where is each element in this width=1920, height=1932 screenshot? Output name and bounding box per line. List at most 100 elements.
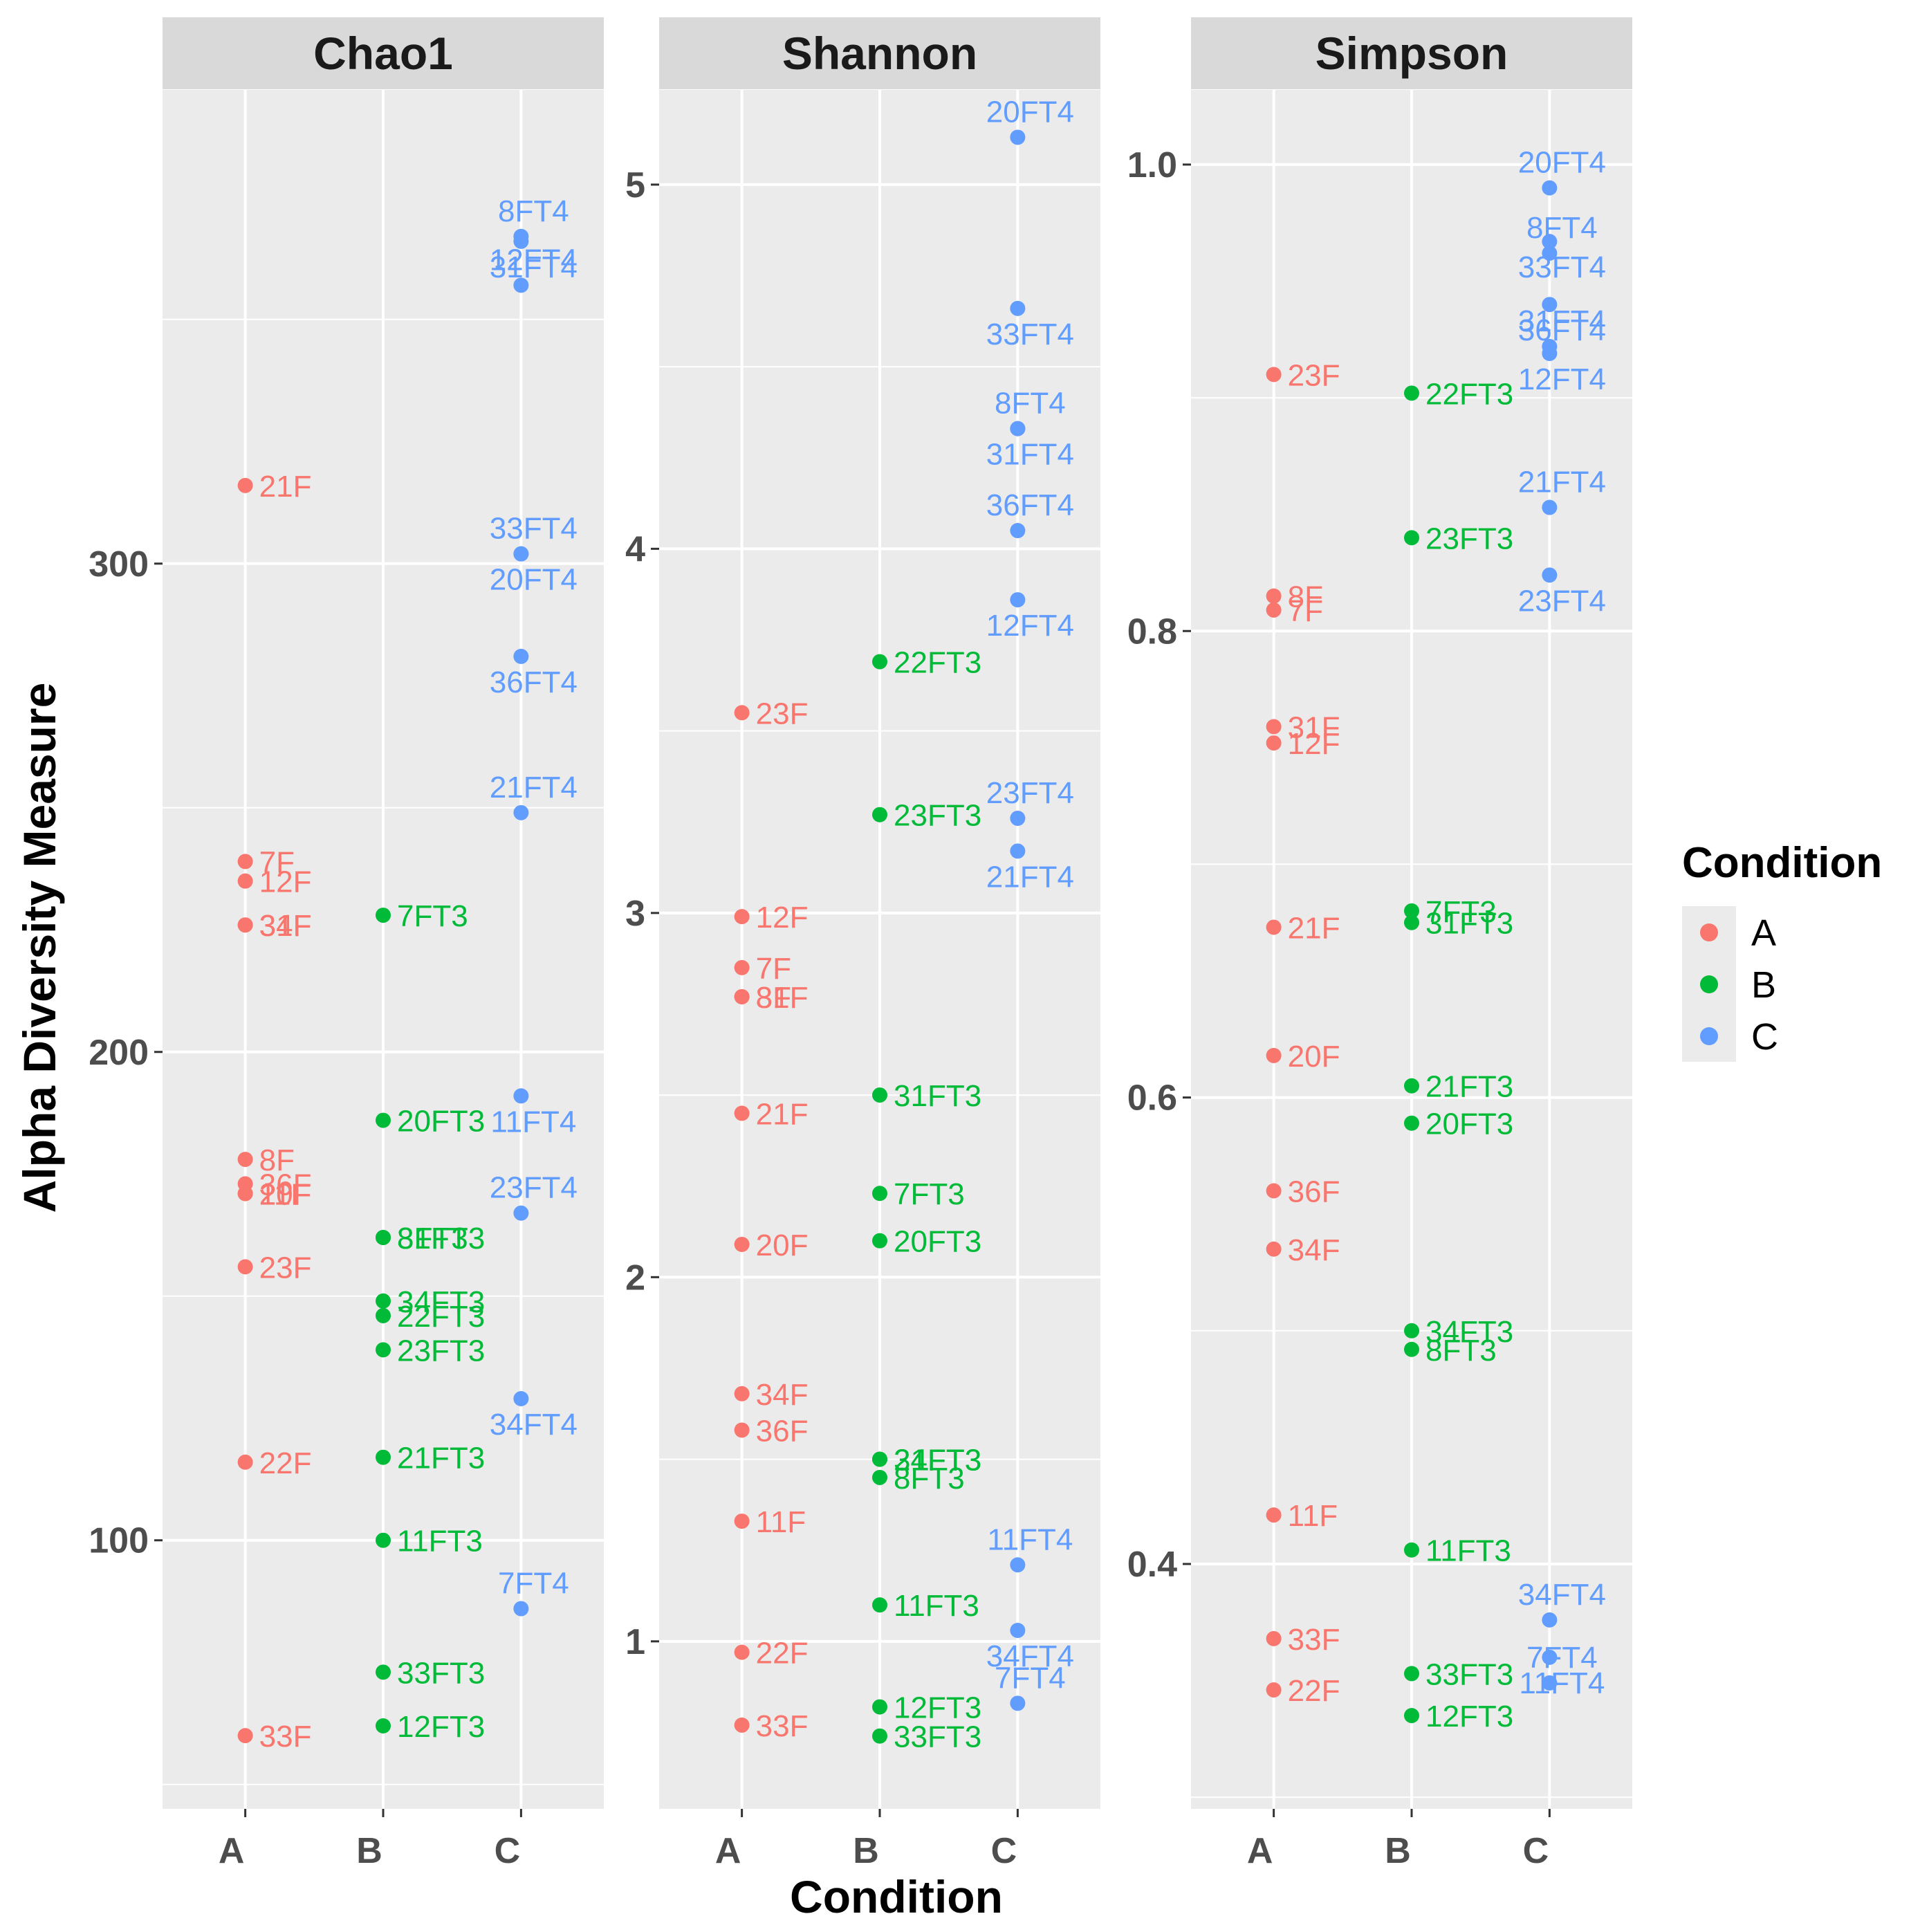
point-label: 36FT4 xyxy=(986,488,1074,522)
point-label: 36F xyxy=(756,1414,809,1448)
data-point xyxy=(1010,843,1026,859)
data-point xyxy=(1404,1078,1419,1094)
point-label: 7F xyxy=(756,952,791,986)
point-label: 7F xyxy=(1288,594,1323,628)
legend-key-c xyxy=(1700,1027,1718,1045)
data-point xyxy=(513,648,529,664)
point-label: 21F xyxy=(1288,911,1340,945)
point-label: 12FT3 xyxy=(894,1691,981,1725)
x-tick-label: B xyxy=(853,1831,879,1871)
legend-label-c: C xyxy=(1751,1016,1778,1058)
point-label: 8FT4 xyxy=(498,194,569,228)
data-point xyxy=(734,705,750,721)
x-tick-label: C xyxy=(991,1831,1017,1871)
point-label: 31F xyxy=(756,981,809,1015)
data-point xyxy=(1542,567,1558,583)
data-point xyxy=(872,1451,887,1467)
point-label: 11FT4 xyxy=(987,1522,1073,1556)
point-label: 31FT3 xyxy=(894,1079,981,1113)
point-label: 8F xyxy=(1288,580,1323,614)
data-point xyxy=(734,1386,750,1401)
data-point xyxy=(513,1088,529,1104)
facet-strip xyxy=(163,17,604,89)
data-point xyxy=(513,1205,529,1221)
point-label: 23F xyxy=(259,1251,312,1285)
data-point xyxy=(1266,1047,1282,1063)
point-label: 33FT3 xyxy=(397,1656,485,1690)
y-tick-label: 0.4 xyxy=(1127,1545,1177,1585)
data-point xyxy=(872,1186,887,1202)
data-point xyxy=(872,654,887,670)
point-label: 36FT4 xyxy=(490,665,578,699)
point-label: 21FT4 xyxy=(1518,466,1606,499)
data-point xyxy=(1542,180,1558,196)
point-label: 36F xyxy=(259,1168,312,1202)
data-point xyxy=(734,1422,750,1438)
point-label: 21FT3 xyxy=(397,1442,485,1475)
point-label: 11FT4 xyxy=(490,1105,576,1139)
point-label: 23FT3 xyxy=(1425,522,1513,555)
data-point xyxy=(376,1449,391,1465)
point-label: 7FT4 xyxy=(995,1661,1066,1695)
point-label: 23FT3 xyxy=(894,799,981,833)
legend-key-a xyxy=(1700,923,1718,941)
data-point xyxy=(513,1601,529,1617)
x-tick-label: C xyxy=(1523,1831,1549,1871)
data-point xyxy=(1542,499,1558,515)
y-tick-label: 5 xyxy=(625,165,645,205)
point-label: 12FT4 xyxy=(490,243,578,277)
x-tick-label: A xyxy=(1247,1831,1273,1871)
data-point xyxy=(1404,1323,1419,1338)
data-point xyxy=(237,873,253,889)
point-label: 12F xyxy=(259,865,312,899)
y-tick-label: 300 xyxy=(89,544,149,585)
point-label: 23F xyxy=(1288,358,1340,392)
data-point xyxy=(872,1728,887,1744)
point-label: 21FT4 xyxy=(490,771,578,804)
y-tick-label: 4 xyxy=(625,529,645,569)
data-point xyxy=(237,1186,253,1202)
data-point xyxy=(376,1112,391,1128)
point-label: 34F xyxy=(259,909,312,943)
x-tick-label: A xyxy=(219,1831,245,1871)
data-point xyxy=(1542,1675,1558,1691)
data-point xyxy=(1010,300,1026,316)
facet-strip-title: Shannon xyxy=(782,28,977,79)
point-label: 12FT3 xyxy=(397,1710,485,1744)
data-point xyxy=(1542,297,1558,313)
point-label: 33FT4 xyxy=(1518,250,1606,284)
y-tick-label: 0.8 xyxy=(1127,611,1177,652)
point-label: 8F xyxy=(259,1143,295,1177)
data-point xyxy=(237,1454,253,1470)
point-label: 7F xyxy=(259,845,295,879)
point-label: 33FT3 xyxy=(1425,1657,1513,1691)
y-axis-title: Alpha Diversity Measure xyxy=(14,683,65,1213)
point-label: 34FT4 xyxy=(986,1639,1074,1673)
data-point xyxy=(872,1597,887,1613)
data-point xyxy=(376,1664,391,1680)
point-label: 11FT3 xyxy=(1425,1534,1511,1568)
point-label: 20FT4 xyxy=(490,563,578,597)
x-tick-label: C xyxy=(495,1831,521,1871)
y-tick-label: 1 xyxy=(625,1622,645,1662)
x-axis-title: Condition xyxy=(790,1871,1003,1922)
point-label: 20FT3 xyxy=(894,1225,981,1259)
point-label: 36FT4 xyxy=(1518,313,1606,347)
data-point xyxy=(1542,246,1558,261)
y-tick-label: 2 xyxy=(625,1258,645,1298)
point-label: 34F xyxy=(756,1378,809,1412)
data-point xyxy=(237,854,253,870)
legend-label-a: A xyxy=(1751,912,1776,954)
point-label: 20F xyxy=(1288,1040,1340,1074)
point-label: 8FT4 xyxy=(995,387,1066,421)
point-label: 11FT4 xyxy=(1519,1666,1605,1700)
point-label: 11F xyxy=(1288,1499,1338,1533)
point-label: 7FT3 xyxy=(397,899,468,933)
data-point xyxy=(1010,523,1026,539)
point-label: 7FT4 xyxy=(498,1567,569,1601)
y-tick-label: 3 xyxy=(625,894,645,934)
data-point xyxy=(1266,602,1282,618)
data-point xyxy=(734,959,750,975)
